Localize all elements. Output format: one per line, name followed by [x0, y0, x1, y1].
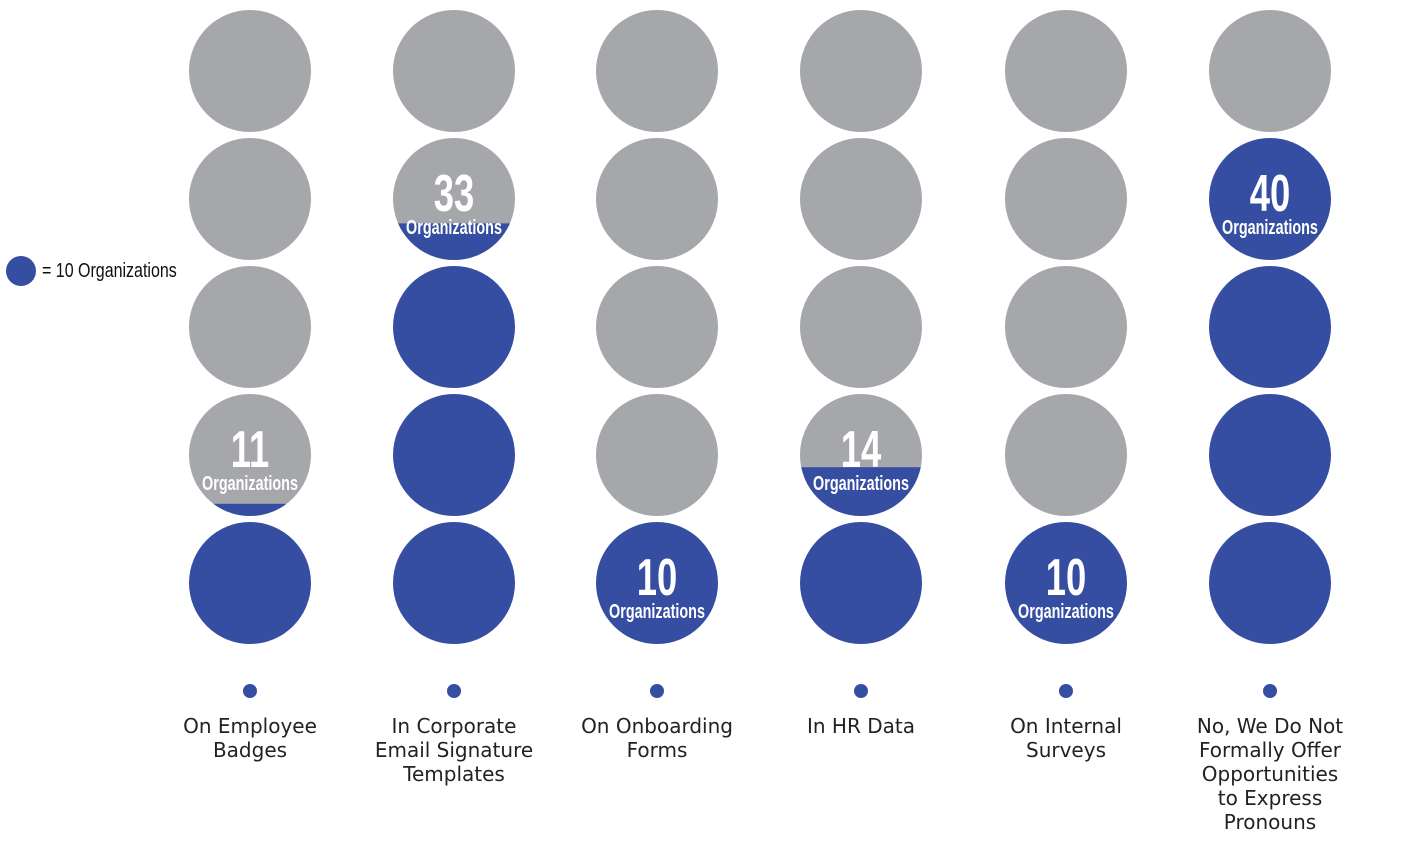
- value-label-number: 33: [434, 163, 474, 222]
- unit-circle: [189, 522, 311, 644]
- unit-circle: [1209, 138, 1331, 260]
- value-label-number: 10: [637, 547, 677, 606]
- unit-circle: [189, 266, 311, 388]
- unit-circle: [189, 138, 311, 260]
- value-label-unit: Organizations: [1018, 600, 1114, 623]
- legend: = 10 Organizations: [6, 256, 210, 286]
- value-labels: 11Organizations33Organizations10Organiza…: [202, 163, 1318, 622]
- unit-circle: [1005, 266, 1127, 388]
- value-label-number: 10: [1046, 547, 1086, 606]
- category-label: No, We Do Not Formally Offer Opportuniti…: [1196, 714, 1344, 834]
- unit-circle: [1005, 522, 1127, 644]
- unit-circle: [800, 394, 922, 516]
- unit-circle: [189, 10, 311, 132]
- value-label-unit: Organizations: [406, 216, 502, 239]
- category-dot: [1263, 684, 1277, 698]
- value-label-unit: Organizations: [1222, 216, 1318, 239]
- value-label-unit: Organizations: [609, 600, 705, 623]
- category-dot: [243, 684, 257, 698]
- unit-circle: [1005, 10, 1127, 132]
- legend-label: = 10 Organizations: [42, 259, 177, 282]
- value-label-number: 11: [231, 419, 269, 478]
- unit-circle: [596, 266, 718, 388]
- unit-circle: [596, 522, 718, 644]
- unit-circle: [393, 394, 515, 516]
- unit-circle: [800, 522, 922, 644]
- legend-circle-icon: [6, 256, 36, 286]
- unit-circle: [1209, 10, 1331, 132]
- category-label: On Onboarding Forms: [581, 714, 733, 762]
- unit-circle: [393, 10, 515, 132]
- partial-fill: [189, 503, 311, 516]
- unit-circle: [1209, 266, 1331, 388]
- category-dot: [854, 684, 868, 698]
- unit-circle: [393, 522, 515, 644]
- category-dot: [650, 684, 664, 698]
- unit-circle: [800, 138, 922, 260]
- unit-circle: [393, 266, 515, 388]
- unit-circle: [1209, 394, 1331, 516]
- unit-circle: [1209, 522, 1331, 644]
- value-label-number: 14: [841, 419, 882, 478]
- category-label: In HR Data: [807, 714, 915, 738]
- category-dot: [1059, 684, 1073, 698]
- unit-circle: [1005, 394, 1127, 516]
- category-dots: [243, 684, 1277, 698]
- unit-circle: [596, 10, 718, 132]
- unit-circle: [596, 394, 718, 516]
- category-label: On Internal Surveys: [1010, 714, 1122, 762]
- value-label-unit: Organizations: [813, 472, 909, 495]
- unit-circle: [596, 138, 718, 260]
- category-label: In Corporate Email Signature Templates: [374, 714, 534, 786]
- unit-circle: [800, 10, 922, 132]
- category-dot: [447, 684, 461, 698]
- category-label: On Employee Badges: [183, 714, 317, 762]
- value-label-number: 40: [1250, 163, 1290, 222]
- value-label-unit: Organizations: [202, 472, 298, 495]
- unit-circles: [189, 10, 1331, 644]
- unit-circle: [800, 266, 922, 388]
- unit-circle: [1005, 138, 1127, 260]
